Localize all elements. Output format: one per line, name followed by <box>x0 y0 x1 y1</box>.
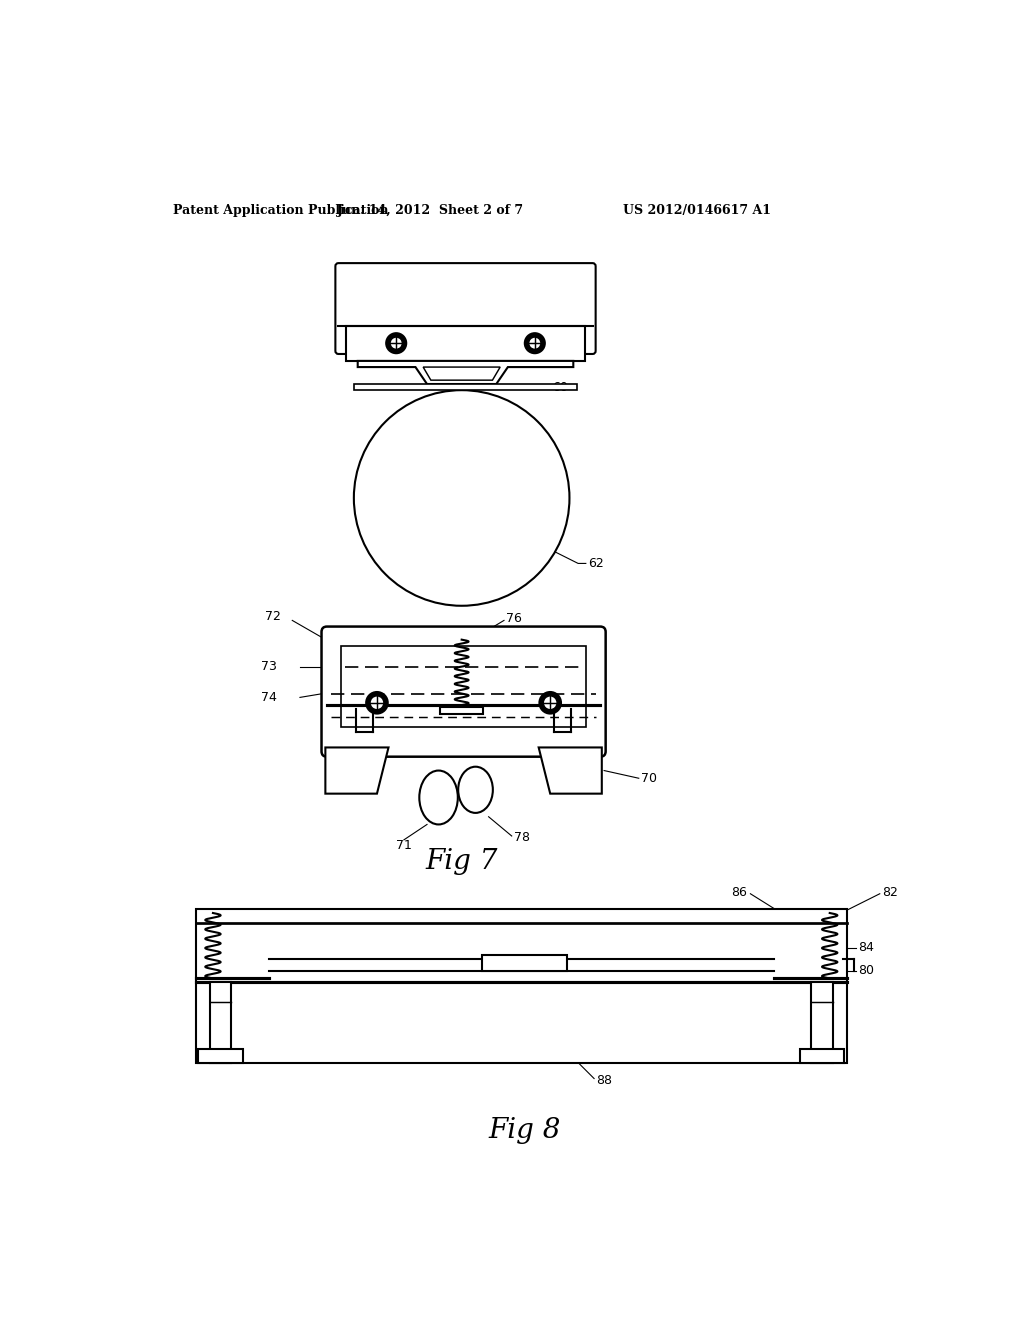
Text: 73: 73 <box>261 660 276 673</box>
Text: 76: 76 <box>506 611 522 624</box>
Bar <box>482 956 567 970</box>
Text: 84: 84 <box>858 941 874 954</box>
Text: 74: 74 <box>261 690 276 704</box>
Bar <box>199 1049 243 1063</box>
Bar <box>440 706 483 714</box>
Text: Jun. 14, 2012  Sheet 2 of 7: Jun. 14, 2012 Sheet 2 of 7 <box>337 205 524 218</box>
Text: 71: 71 <box>396 838 412 851</box>
FancyBboxPatch shape <box>336 263 596 354</box>
Text: Patent Application Publication: Patent Application Publication <box>173 205 388 218</box>
Bar <box>341 645 587 726</box>
Bar <box>196 909 847 1063</box>
Text: 82: 82 <box>882 886 898 899</box>
Circle shape <box>367 692 388 714</box>
Circle shape <box>390 337 402 350</box>
Polygon shape <box>539 747 602 793</box>
Bar <box>811 982 833 1063</box>
Text: 86: 86 <box>731 886 748 899</box>
Text: Fig 7: Fig 7 <box>426 847 498 875</box>
FancyBboxPatch shape <box>322 627 605 756</box>
Polygon shape <box>326 747 388 793</box>
Text: 78: 78 <box>514 832 530 843</box>
Text: 60: 60 <box>553 381 568 395</box>
Circle shape <box>528 337 541 350</box>
Bar <box>800 1049 845 1063</box>
Text: 70: 70 <box>641 772 657 785</box>
Circle shape <box>544 696 557 710</box>
Text: 62: 62 <box>588 557 604 570</box>
Circle shape <box>370 696 384 710</box>
Bar <box>354 384 578 391</box>
Circle shape <box>540 692 561 714</box>
Text: 80: 80 <box>858 964 874 977</box>
Polygon shape <box>423 367 500 380</box>
Bar <box>346 326 585 360</box>
Polygon shape <box>357 360 573 384</box>
Bar <box>210 982 231 1063</box>
Text: 88: 88 <box>596 1074 612 1088</box>
Text: Fig 6: Fig 6 <box>426 632 498 660</box>
Text: US 2012/0146617 A1: US 2012/0146617 A1 <box>624 205 771 218</box>
Circle shape <box>386 333 407 354</box>
Circle shape <box>524 333 545 354</box>
Text: Fig 8: Fig 8 <box>488 1117 561 1144</box>
Text: 72: 72 <box>265 610 282 623</box>
